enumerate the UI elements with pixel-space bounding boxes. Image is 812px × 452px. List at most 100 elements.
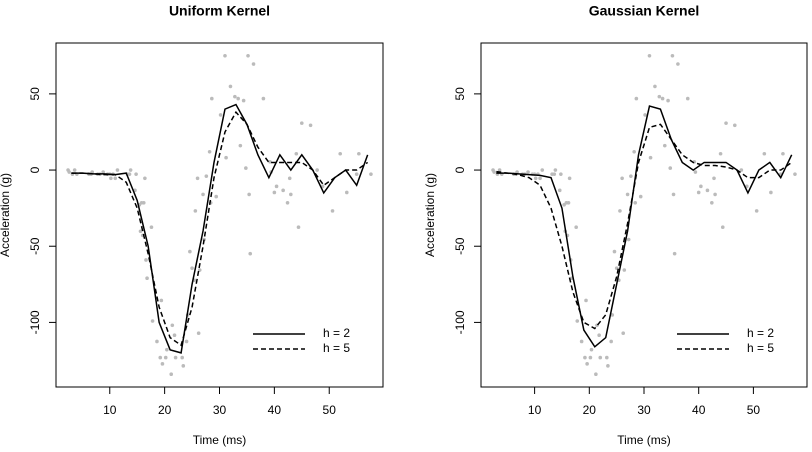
data-point: [629, 174, 633, 178]
data-point: [605, 355, 609, 360]
data-point: [720, 225, 725, 229]
data-point: [566, 201, 571, 205]
chart-title: Uniform Kernel: [169, 3, 270, 19]
data-point: [281, 188, 285, 193]
data-point: [769, 190, 773, 195]
data-point: [169, 372, 174, 377]
data-point: [583, 355, 587, 360]
data-point: [553, 168, 558, 172]
data-point: [643, 113, 647, 117]
data-point: [647, 53, 652, 58]
data-point: [150, 319, 155, 323]
data-point: [138, 229, 143, 234]
data-point: [552, 172, 557, 176]
data-point: [246, 53, 250, 58]
data-point: [193, 209, 198, 213]
data-point: [272, 190, 277, 195]
data-point: [618, 209, 622, 213]
data-point: [526, 170, 530, 174]
data-point: [540, 168, 545, 172]
data-point: [330, 209, 335, 213]
data-point: [289, 192, 293, 197]
data-point: [693, 170, 698, 174]
smooth-line: [71, 110, 369, 347]
data-point: [626, 237, 631, 242]
data-point: [754, 209, 759, 213]
data-point: [145, 276, 149, 281]
data-point: [579, 339, 584, 344]
data-point: [699, 184, 703, 189]
data-point: [685, 96, 690, 101]
data-point: [160, 362, 165, 366]
data-point: [261, 96, 266, 101]
data-point: [357, 151, 361, 156]
data-point: [223, 53, 227, 58]
data-point: [598, 355, 603, 360]
chart-title: Gaussian Kernel: [589, 3, 700, 19]
data-point: [666, 98, 670, 103]
data-point: [705, 188, 710, 193]
data-point: [214, 194, 219, 199]
data-point: [369, 172, 373, 176]
legend-label: h = 5: [747, 341, 774, 355]
data-point: [128, 168, 133, 172]
data-point: [207, 149, 212, 154]
data-point: [72, 168, 77, 172]
data-point: [141, 201, 146, 205]
data-point: [533, 176, 538, 181]
data-point: [648, 155, 653, 160]
x-tick-label: 40: [268, 403, 282, 417]
data-point: [632, 149, 636, 154]
data-point: [724, 121, 728, 125]
data-point: [184, 339, 189, 344]
data-point: [762, 151, 767, 156]
data-point: [155, 339, 159, 344]
data-point: [210, 96, 214, 101]
data-point: [228, 84, 233, 89]
data-point: [308, 123, 313, 128]
data-point: [662, 143, 667, 148]
legend-label: h = 5: [323, 341, 350, 355]
data-point: [196, 331, 201, 336]
data-point: [653, 84, 657, 89]
data-point: [492, 170, 496, 174]
x-axis-label: Time (ms): [193, 433, 247, 447]
y-tick-label: -100: [28, 310, 42, 334]
data-point: [612, 249, 617, 254]
y-tick-label: 50: [453, 87, 467, 101]
data-point: [634, 96, 639, 101]
data-point: [218, 113, 223, 117]
data-point: [588, 355, 593, 360]
data-point: [172, 333, 177, 338]
data-point: [713, 192, 717, 197]
data-point: [90, 170, 95, 174]
smooth-line: [496, 105, 793, 348]
data-point: [296, 225, 301, 229]
data-point: [672, 251, 677, 256]
chart-panel: Uniform Kernel Time (ms) Acceleration (g) 1…: [0, 3, 384, 447]
data-point: [204, 174, 209, 178]
data-point: [676, 62, 680, 66]
data-point: [143, 176, 147, 181]
data-point: [633, 201, 638, 205]
data-point: [585, 362, 589, 366]
data-point: [622, 268, 627, 272]
data-point: [238, 143, 243, 148]
data-point: [144, 258, 148, 262]
data-point: [251, 62, 256, 66]
data-point: [584, 298, 588, 303]
data-point: [567, 176, 572, 181]
data-point: [781, 151, 785, 156]
smooth-line: [71, 103, 369, 354]
x-tick-label: 20: [158, 403, 172, 417]
data-point: [109, 176, 113, 181]
data-point: [165, 347, 169, 352]
data-point: [793, 172, 797, 176]
y-tick-label: 50: [28, 87, 42, 101]
x-tick-label: 30: [637, 403, 651, 417]
data-point: [233, 94, 237, 99]
x-tick-label: 50: [747, 403, 761, 417]
data-point: [609, 339, 613, 344]
y-tick-label: 0: [453, 166, 467, 173]
